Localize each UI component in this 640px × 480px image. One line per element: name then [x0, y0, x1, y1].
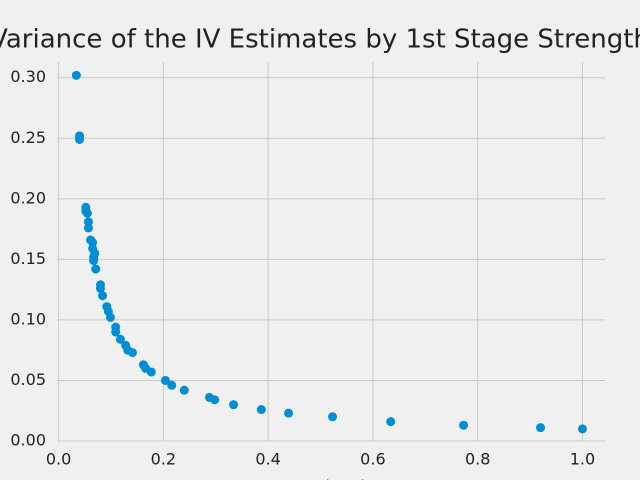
point	[82, 208, 92, 218]
point	[111, 327, 121, 337]
point	[167, 380, 177, 390]
point	[83, 223, 93, 233]
point	[91, 264, 101, 274]
point	[105, 312, 115, 322]
x-tick-label: 0.6	[360, 450, 385, 469]
point	[536, 423, 546, 433]
y-tick-label: 0.10	[10, 309, 46, 328]
x-tick-label: 0.4	[255, 450, 280, 469]
x-tick-label: 0.8	[465, 450, 490, 469]
point	[459, 420, 469, 430]
y-tick-label: 0.05	[10, 370, 46, 389]
point	[146, 367, 156, 377]
y-tick-label: 0.00	[10, 431, 46, 450]
point	[89, 256, 99, 266]
point	[284, 408, 294, 418]
y-tick-label: 0.20	[10, 188, 46, 207]
point	[179, 385, 189, 395]
y-tick-label: 0.15	[10, 249, 46, 268]
y-tick-label: 0.25	[10, 128, 46, 147]
point	[210, 395, 220, 405]
point	[229, 400, 239, 410]
point	[328, 412, 338, 422]
point	[386, 417, 396, 427]
point	[95, 283, 105, 293]
chart-title: Variance of the IV Estimates by 1st Stag…	[0, 25, 640, 55]
point	[127, 348, 137, 358]
point	[71, 70, 81, 80]
x-tick-label: 1.0	[570, 450, 595, 469]
x-axis-label: Cov(Z, T)	[293, 477, 367, 480]
y-tick-label: 0.30	[10, 67, 46, 86]
point	[577, 424, 587, 434]
point	[160, 375, 170, 385]
point	[256, 405, 266, 415]
point	[98, 291, 108, 301]
point	[115, 334, 125, 344]
x-tick-label: 0.0	[46, 450, 71, 469]
x-tick-label: 0.2	[151, 450, 176, 469]
point	[75, 134, 85, 144]
